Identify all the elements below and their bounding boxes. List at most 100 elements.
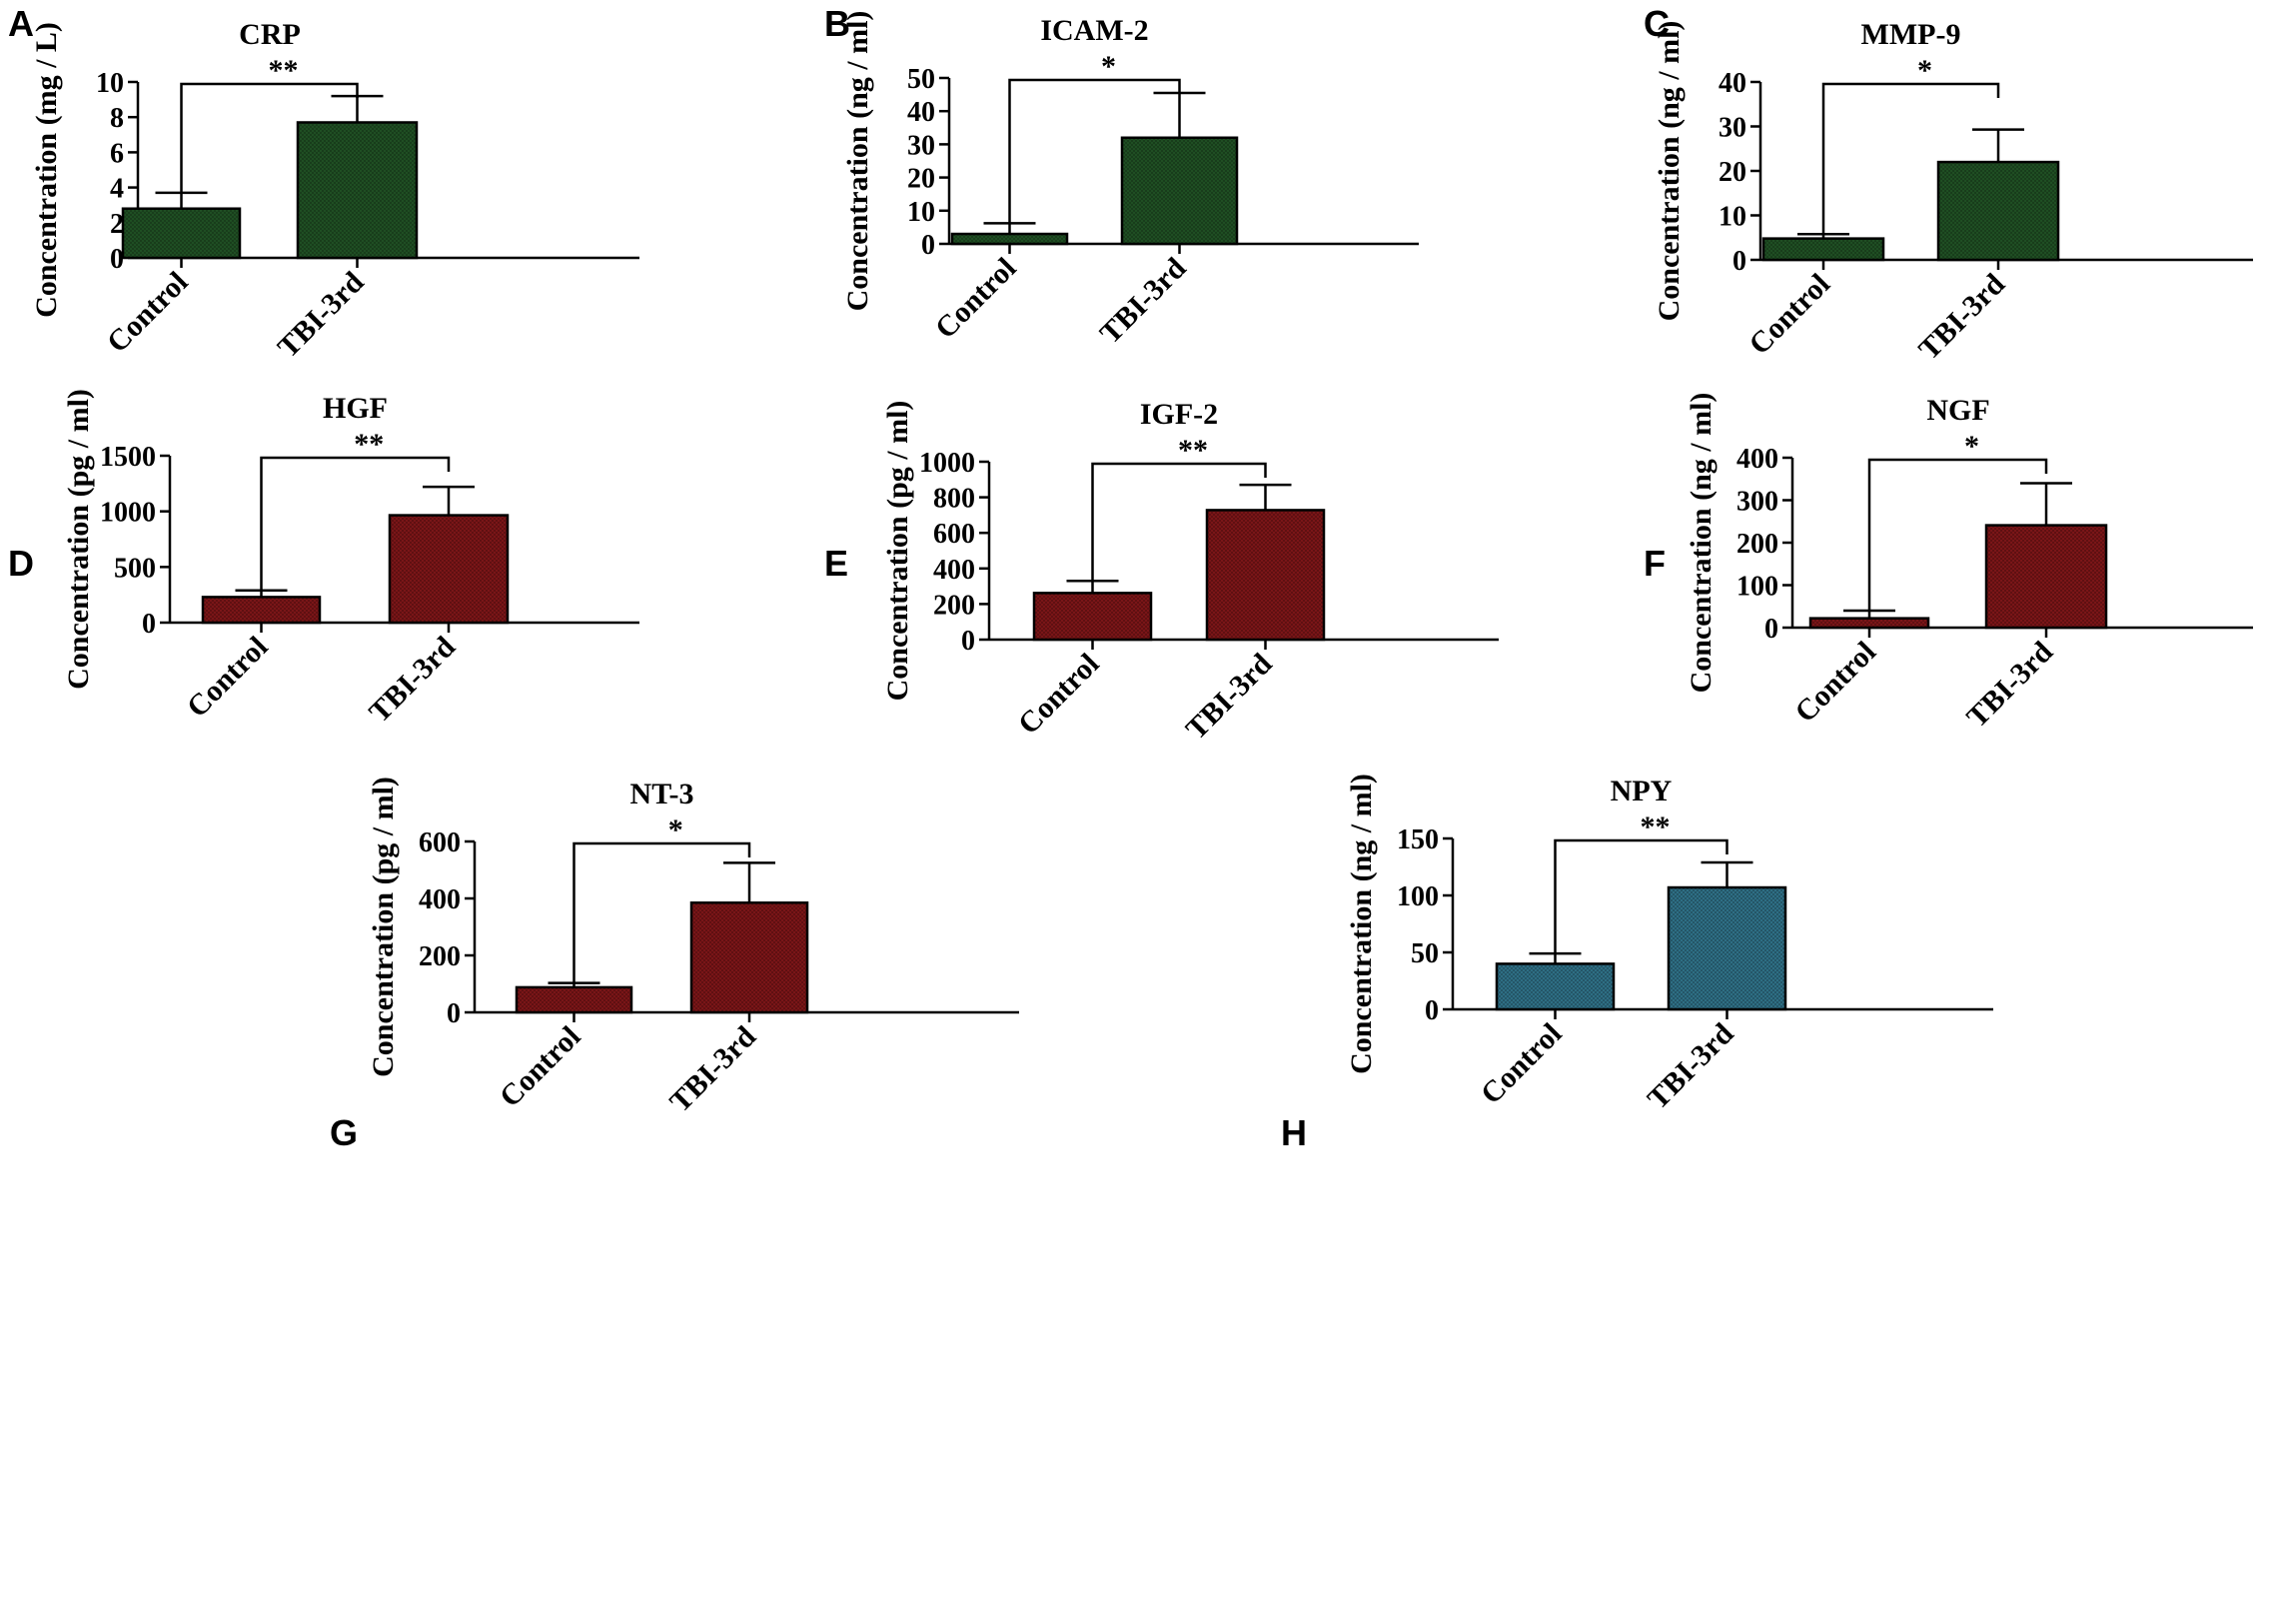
significance-bracket [260,456,451,591]
y-tick-label: 150 [1397,824,1439,855]
y-tick-label: 400 [933,555,975,586]
chart-panel-g: G NT-3 Concentration (pg / ml) 0 200 400 600 Co… [330,777,1019,1153]
y-axis-label: Concentration (pg / ml) [367,777,400,1077]
y-tick-label: 6 [110,138,124,169]
y-axis-label: Concentration (ng / ml) [1345,774,1378,1074]
y-tick-label: 8 [110,103,124,134]
significance-marker: ** [1178,434,1208,467]
y-tick-label: 30 [907,130,935,161]
panel-letter: D [8,543,34,584]
significance-bracket [1091,462,1267,582]
x-category-label: TBI-3rd [663,1019,762,1118]
x-category-label: Control [101,266,195,360]
bar-tbi-3rd-texture [1938,162,2058,260]
x-category-label: Control [1012,648,1106,742]
y-tick-label: 20 [907,164,935,195]
chart-title: HGF [323,392,388,425]
significance-marker: * [1917,54,1932,87]
y-tick-label: 200 [419,941,461,972]
chart-title: NGF [1926,394,1989,427]
y-axis-label: Concentration (ng / ml) [841,11,874,312]
panel-letter: F [1644,543,1666,584]
y-tick-label: 50 [907,64,935,95]
chart-panel-f: F NGF Concentration (ng / ml) 0 100 200 300 400… [1644,393,2253,734]
bar-tbi-3rd-texture [1986,525,2106,628]
significance-bracket [1867,458,2048,611]
panel-letter: G [330,1112,358,1153]
y-tick-label: 300 [1736,487,1778,518]
bar-tbi-3rd-texture [298,122,417,258]
y-tick-label: 40 [1719,68,1746,99]
y-tick-label: 600 [419,827,461,858]
y-tick-label: 0 [961,626,975,657]
y-tick-label: 1000 [919,448,975,479]
x-category-label: TBI-3rd [1180,647,1279,746]
bar-control-texture [1763,238,1883,260]
y-tick-label: 40 [907,97,935,128]
bar-control-texture [1810,618,1928,628]
y-tick-label: 200 [933,590,975,621]
y-tick-label: 200 [1736,529,1778,560]
y-tick-label: 0 [1732,246,1746,277]
chart-panel-d: D HGF Concentration (pg / ml) 0 500 1000 1500 C… [8,389,639,729]
bar-control-texture [1034,593,1151,640]
y-tick-label: 400 [1736,444,1778,475]
bar-control-texture [517,986,631,1012]
bar-tbi-3rd-texture [691,902,807,1012]
y-tick-label: 800 [933,484,975,515]
y-tick-label: 1000 [100,498,156,529]
x-category-label: TBI-3rd [1642,1016,1740,1115]
bar-control-texture [1497,963,1614,1009]
significance-marker: ** [269,54,299,87]
x-category-label: Control [1788,636,1882,730]
y-axis-label: Concentration (pg / ml) [62,389,95,690]
x-category-label: TBI-3rd [1960,635,2059,734]
bar-tbi-3rd-texture [1207,510,1324,640]
chart-panel-e: E IGF-2 Concentration (pg / ml) 0 200 400 600 8… [824,398,1499,746]
chart-panel-c: C MMP-9 Concentration (ng / ml) 0 10 20 30 40 Co… [1644,3,2253,366]
y-tick-label: 400 [419,884,461,915]
y-tick-label: 4 [110,174,124,205]
y-tick-label: 10 [907,197,935,228]
bar-control-texture [952,234,1067,244]
bar-tbi-3rd-texture [1669,887,1785,1009]
y-axis-label: Concentration (ng / ml) [1653,21,1686,322]
panel-letter: E [824,543,848,584]
significance-bracket [1821,82,2000,235]
significance-marker: * [1964,430,1979,463]
x-category-label: TBI-3rd [272,265,371,364]
y-tick-label: 100 [1397,881,1439,912]
x-category-label: TBI-3rd [1912,267,2011,366]
x-category-label: Control [1475,1017,1569,1111]
significance-marker: ** [1641,810,1671,843]
panel-letter: A [8,3,34,44]
bar-tbi-3rd-texture [390,515,508,623]
y-tick-label: 0 [921,230,935,261]
significance-marker: ** [354,428,384,461]
y-tick-label: 30 [1719,113,1746,144]
x-category-label: Control [1742,268,1836,362]
x-category-label: TBI-3rd [363,630,462,729]
y-tick-label: 10 [96,68,124,99]
chart-title: MMP-9 [1861,18,1961,51]
x-category-label: Control [929,252,1023,346]
bar-control-texture [123,208,240,258]
y-tick-label: 500 [114,553,156,584]
x-category-label: Control [181,631,275,725]
significance-bracket [1008,78,1181,224]
chart-panel-b: B ICAM-2 Concentration (ng / ml) 0102030405… [824,3,1419,350]
y-tick-label: 1500 [100,442,156,473]
panel-letter: H [1281,1112,1307,1153]
chart-title: NPY [1611,775,1673,807]
significance-marker: * [668,813,683,846]
y-tick-label: 600 [933,519,975,550]
chart-title: NT-3 [630,778,694,810]
significance-bracket [573,841,751,983]
x-category-label: Control [494,1020,587,1114]
bar-tbi-3rd-texture [1122,137,1237,244]
y-axis-label: Concentration (ng / ml) [1685,393,1718,694]
y-tick-label: 2 [110,209,124,240]
y-tick-label: 0 [1764,614,1778,645]
y-tick-label: 50 [1411,938,1439,969]
y-axis-label: Concentration (pg / ml) [881,401,914,702]
